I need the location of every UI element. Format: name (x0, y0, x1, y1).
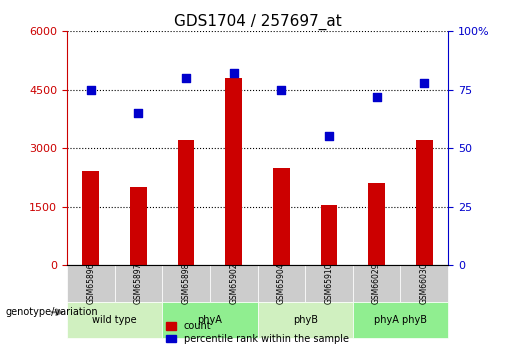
FancyBboxPatch shape (162, 302, 258, 338)
Bar (321, 205, 337, 265)
Text: GSM65897: GSM65897 (134, 263, 143, 304)
FancyBboxPatch shape (258, 302, 353, 338)
FancyBboxPatch shape (67, 265, 114, 302)
Bar (226, 78, 242, 265)
Text: GSM65910: GSM65910 (324, 263, 333, 304)
Point (325, 134, 333, 139)
Text: phyA phyB: phyA phyB (374, 315, 427, 325)
Point (420, 80, 428, 85)
Title: GDS1704 / 257697_at: GDS1704 / 257697_at (174, 13, 341, 30)
Text: wild type: wild type (92, 315, 137, 325)
Point (277, 87, 285, 92)
Bar (178, 140, 194, 265)
Text: phyB: phyB (293, 315, 318, 325)
FancyBboxPatch shape (114, 265, 162, 302)
Bar (130, 187, 147, 265)
FancyBboxPatch shape (353, 265, 401, 302)
Text: genotype/variation: genotype/variation (5, 307, 98, 317)
FancyBboxPatch shape (353, 302, 448, 338)
FancyBboxPatch shape (67, 302, 162, 338)
Text: GSM65902: GSM65902 (229, 263, 238, 304)
Bar (273, 168, 289, 265)
Bar (82, 171, 99, 265)
Legend: count, percentile rank within the sample: count, percentile rank within the sample (163, 318, 352, 345)
FancyBboxPatch shape (258, 265, 305, 302)
Point (182, 75, 190, 81)
Bar (416, 140, 433, 265)
Bar (368, 183, 385, 265)
Text: GSM65898: GSM65898 (182, 263, 191, 304)
Text: GSM65904: GSM65904 (277, 263, 286, 304)
Point (372, 94, 381, 99)
FancyBboxPatch shape (401, 265, 448, 302)
FancyBboxPatch shape (210, 265, 258, 302)
Text: GSM66030: GSM66030 (420, 263, 428, 304)
Point (230, 70, 238, 76)
Text: GSM66029: GSM66029 (372, 263, 381, 304)
FancyBboxPatch shape (162, 265, 210, 302)
Text: phyA: phyA (197, 315, 222, 325)
Point (87, 87, 95, 92)
FancyBboxPatch shape (305, 265, 353, 302)
Text: GSM65896: GSM65896 (87, 263, 95, 304)
Point (134, 110, 143, 116)
